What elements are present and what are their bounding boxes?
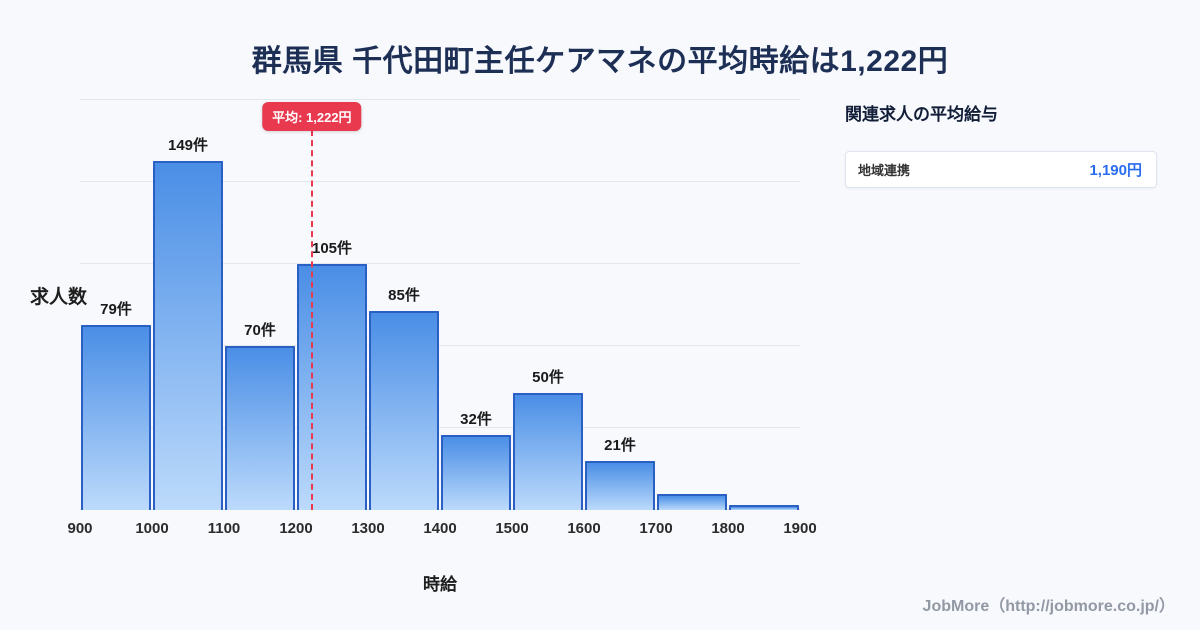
x-axis-ticks: 900 1000 1100 1200 1300 1400 1500 1600 1700 1800 1… [67,520,816,540]
x-axis-tick: 1100 [207,520,241,537]
histogram-bar[interactable] [153,160,223,510]
histogram-bar[interactable] [585,460,655,510]
related-salary-panel-title: 関連求人の平均給与 [845,105,998,124]
page-title: 群馬県 千代田町主任ケアマネの平均時給は1,222円 [251,45,949,78]
histogram-bar[interactable] [225,346,295,510]
related-salary-panel: 関連求人の平均給与 地域連携 1,190円 [845,100,1157,188]
gridline [80,181,800,182]
histogram-bar[interactable] [657,493,727,510]
x-axis-tick: 1600 [567,520,601,537]
gridline [80,263,800,264]
footer-credit: JobMore（http://jobmore.co.jp/） [922,598,1175,615]
related-job-row[interactable]: 地域連携 1,190円 [845,151,1157,188]
x-axis-label: 時給 [423,575,457,594]
x-axis-tick: 1700 [639,520,673,537]
x-axis-tick: 1400 [423,520,457,537]
x-axis-tick: 900 [67,520,93,537]
gridline [80,99,800,100]
bar-value-label: 79件 [100,300,132,318]
x-axis-tick: 1800 [711,520,745,537]
x-axis-tick: 1200 [279,520,313,537]
histogram-plot-area: 平均: 1,222円 79件 149件 70件 105件 85件 32件 50件 21件 [80,99,800,510]
bar-value-label: 85件 [388,286,420,304]
histogram-bar[interactable] [513,392,583,510]
gridline [80,345,800,346]
average-badge: 平均: 1,222円 [262,102,362,131]
gridline [80,427,800,428]
histogram-bar[interactable] [729,505,799,510]
gridline [80,509,800,510]
histogram-bar[interactable] [297,264,367,510]
related-job-label: 地域連携 [858,163,911,178]
x-axis-tick: 1300 [351,520,385,537]
x-axis-tick: 1500 [495,520,529,537]
histogram-bar[interactable] [441,435,511,510]
x-axis-tick: 1000 [135,520,169,537]
bar-value-label: 50件 [532,368,564,386]
histogram-bar[interactable] [369,310,439,510]
bar-value-label: 149件 [167,136,209,154]
y-axis-label: 求人数 [30,287,88,308]
bar-value-label: 21件 [604,436,636,454]
average-line [310,130,313,510]
x-axis-tick: 1900 [783,520,817,537]
bar-value-label: 70件 [244,322,276,339]
bar-value-label: 105件 [311,240,353,257]
bar-value-label: 32件 [460,411,492,429]
related-job-salary: 1,190円 [1089,162,1142,179]
histogram-bar[interactable] [81,324,151,510]
